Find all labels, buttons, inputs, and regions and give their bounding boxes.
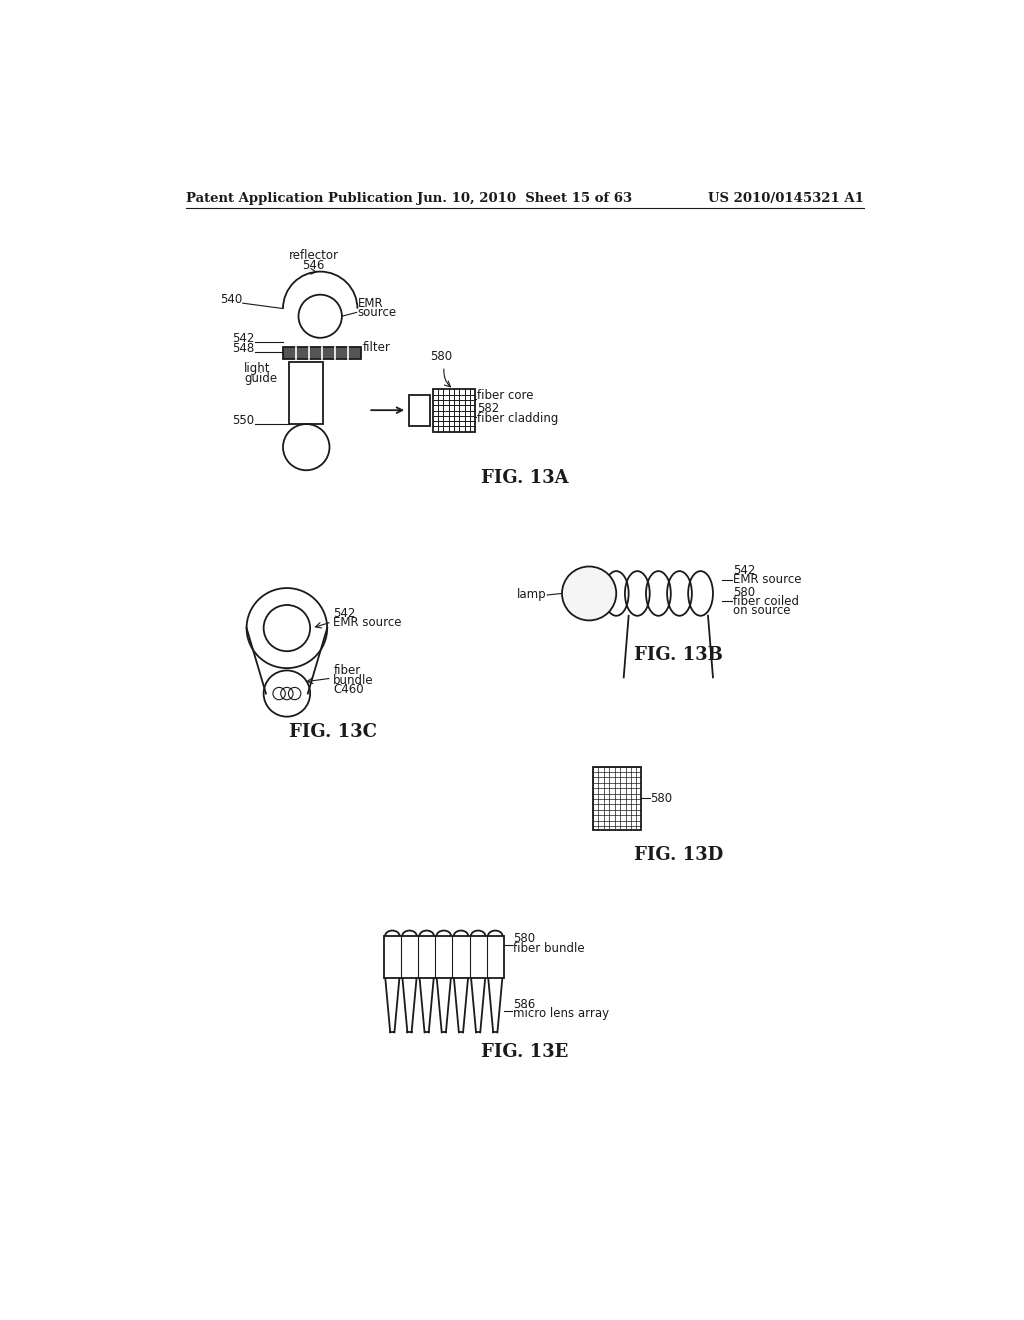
Text: Patent Application Publication: Patent Application Publication [186,191,413,205]
Text: 582: 582 [477,403,499,416]
Text: C460: C460 [334,682,364,696]
Text: lamp: lamp [517,589,547,602]
Text: fiber: fiber [334,664,360,677]
Text: 586: 586 [513,998,536,1011]
Text: micro lens array: micro lens array [513,1007,609,1020]
Text: filter: filter [362,341,391,354]
Bar [593,767,641,830]
Text: fiber coiled: fiber coiled [733,595,799,609]
Text: light: light [245,363,270,375]
Bar [409,395,430,425]
Text: EMR: EMR [357,297,383,310]
Text: fiber cladding: fiber cladding [477,412,558,425]
Text: 542: 542 [232,331,254,345]
Text: 540: 540 [220,293,242,306]
Text: fiber core: fiber core [477,389,534,403]
Bar [283,347,360,359]
Text: guide: guide [245,372,278,384]
Text: on source: on source [733,605,791,618]
Text: 542: 542 [733,564,756,577]
Text: fiber bundle: fiber bundle [513,941,585,954]
Text: FIG. 13A: FIG. 13A [481,469,568,487]
Text: 542: 542 [334,607,355,619]
Text: US 2010/0145321 A1: US 2010/0145321 A1 [709,191,864,205]
Text: FIG. 13C: FIG. 13C [290,723,378,741]
Text: 580: 580 [430,350,453,363]
Bar [384,936,504,978]
Text: EMR source: EMR source [334,616,401,628]
Text: FIG. 13B: FIG. 13B [634,645,723,664]
Text: 548: 548 [232,342,254,355]
Text: bundle: bundle [334,673,374,686]
Text: 580: 580 [513,932,536,945]
Circle shape [562,566,616,620]
Bar [432,389,475,432]
Text: reflector: reflector [289,248,339,261]
Text: EMR source: EMR source [733,573,802,586]
Text: 580: 580 [733,586,756,599]
Text: Jun. 10, 2010  Sheet 15 of 63: Jun. 10, 2010 Sheet 15 of 63 [417,191,633,205]
Text: 580: 580 [650,792,673,805]
Text: source: source [357,306,396,319]
Text: 550: 550 [232,414,254,428]
Text: 546: 546 [302,259,325,272]
Text: FIG. 13D: FIG. 13D [634,846,723,865]
Bar [289,363,324,424]
Text: FIG. 13E: FIG. 13E [481,1043,568,1060]
